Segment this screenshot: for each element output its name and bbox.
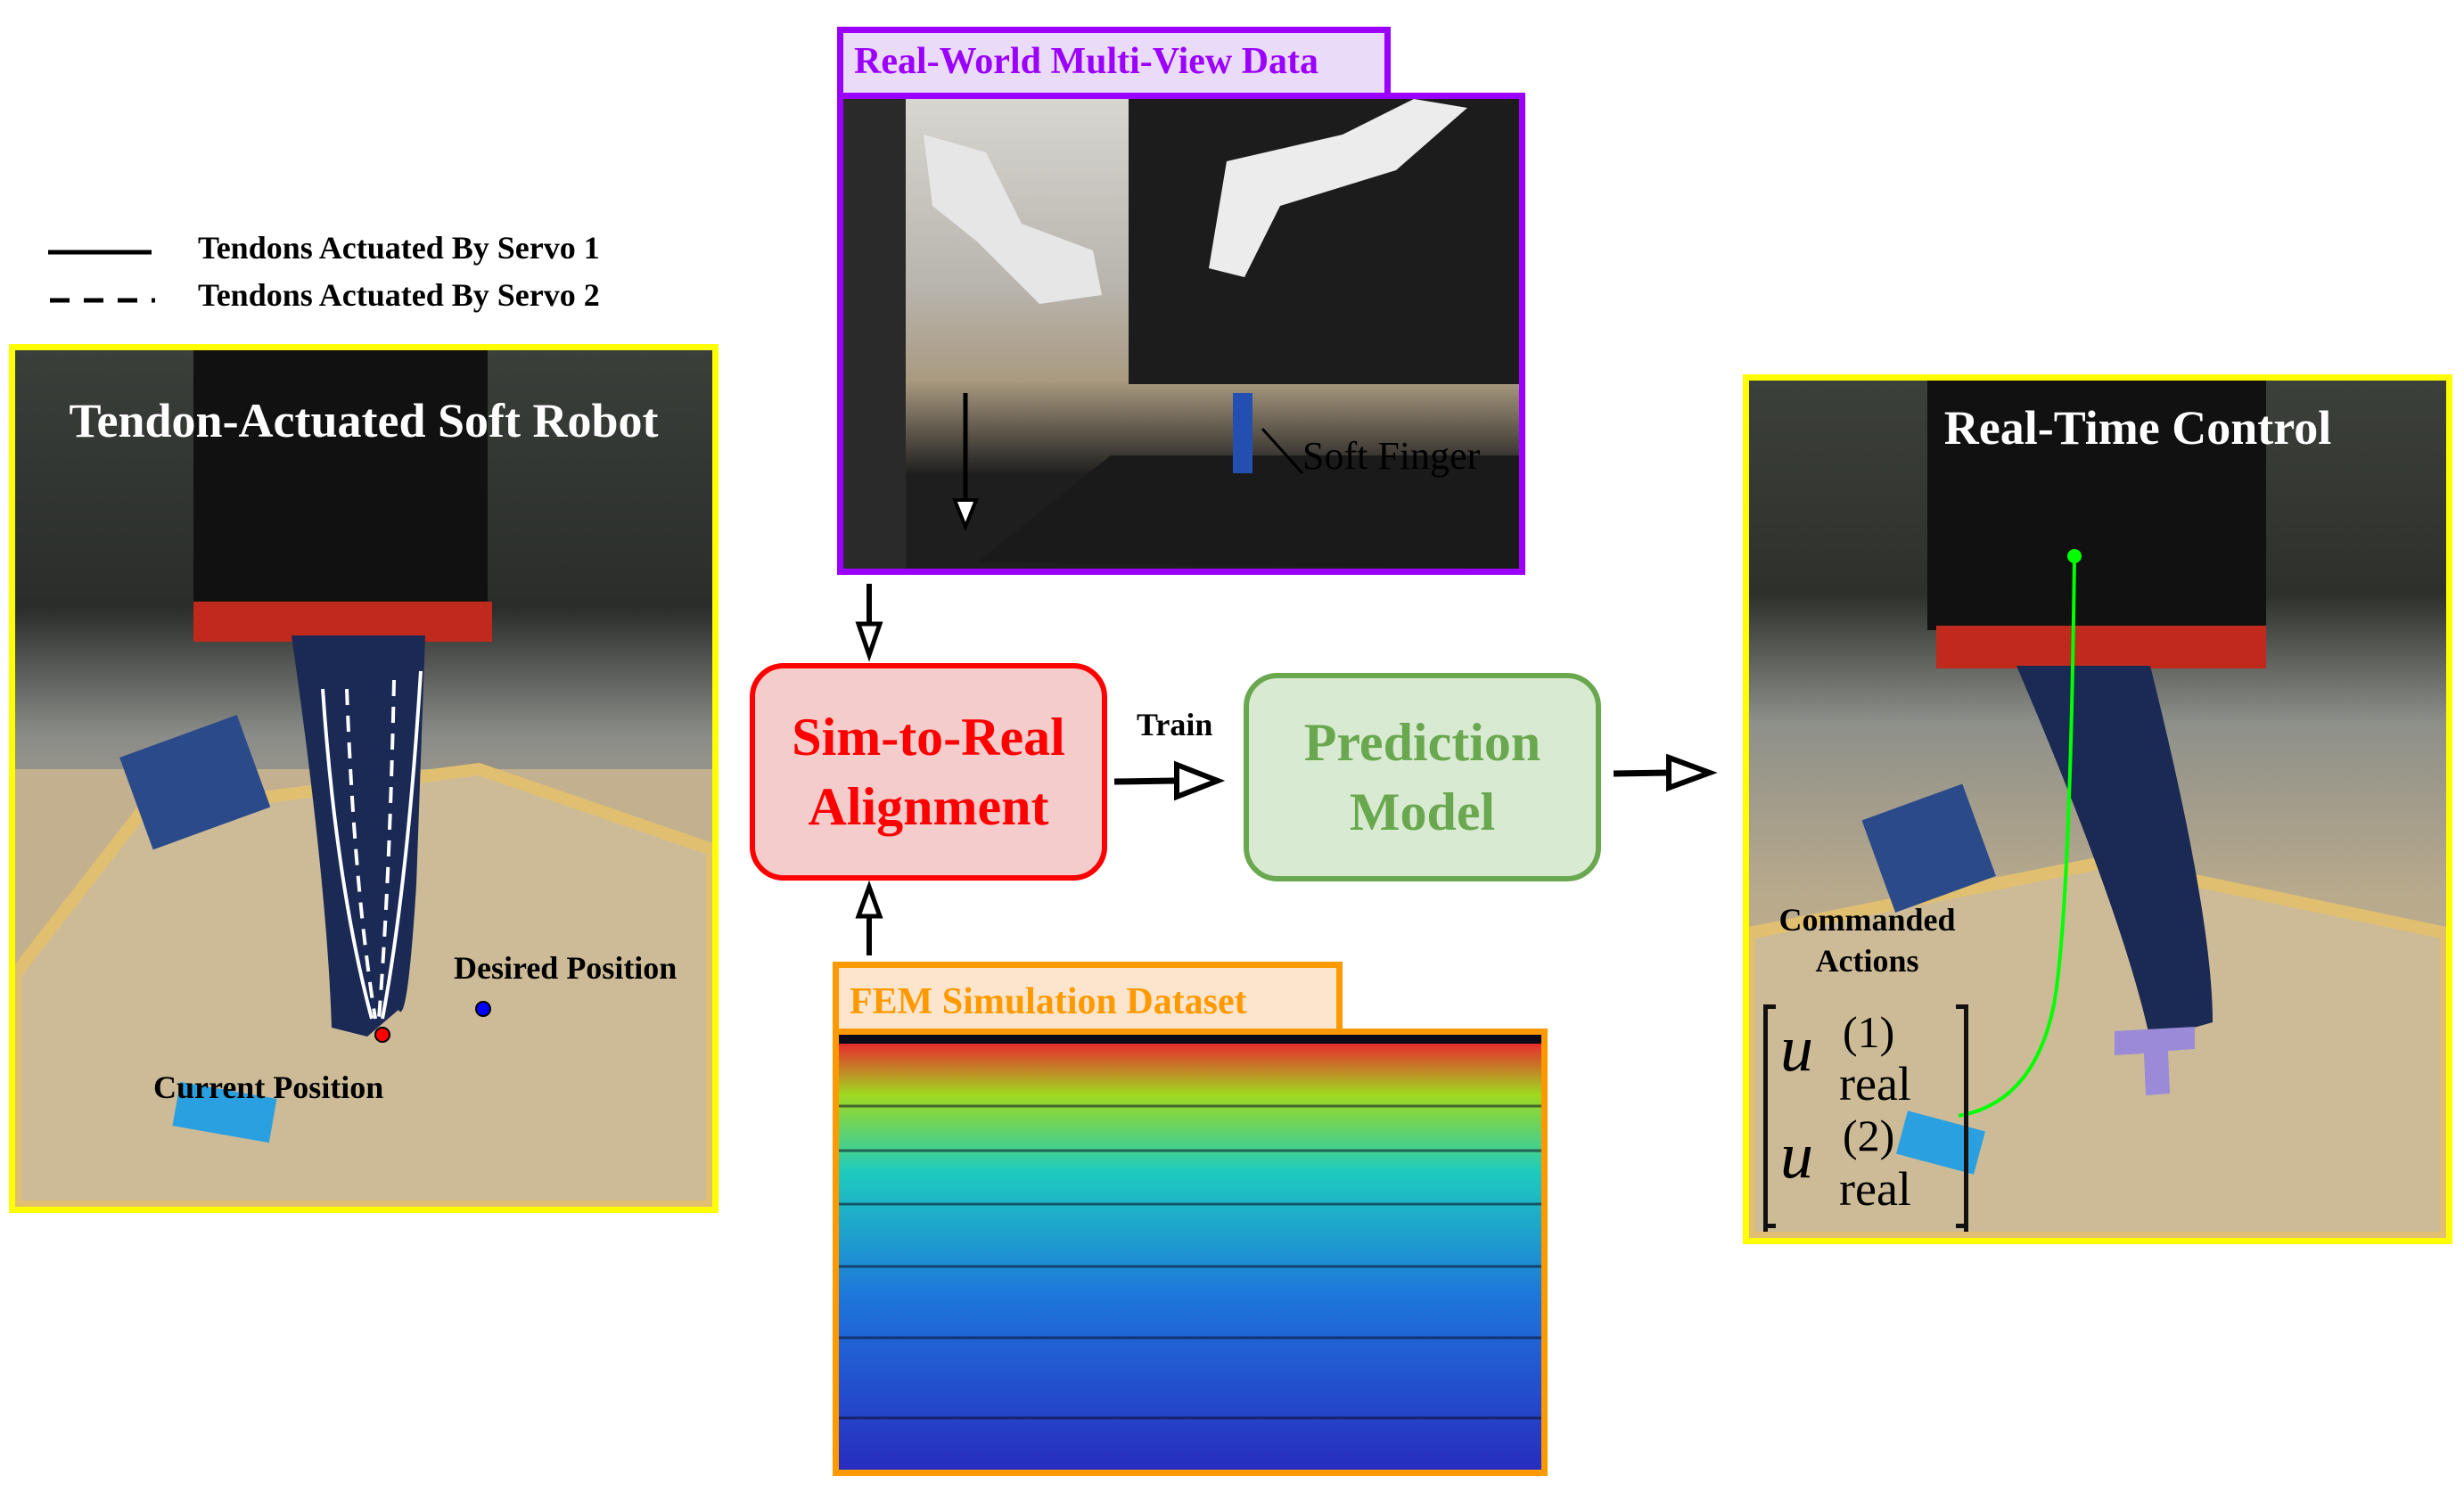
bracket-right-caps bbox=[1956, 1004, 1968, 1228]
tendon-dashed-2 bbox=[377, 679, 396, 1020]
real-data-photo: Soft Finger bbox=[837, 93, 1525, 575]
fem-title: FEM Simulation Dataset bbox=[850, 981, 1247, 1022]
real-scene bbox=[843, 99, 1519, 569]
right-panel-photo: Real-Time Control Commanded Actions u (1… bbox=[1743, 374, 2452, 1244]
arrow-fem-to-alignment bbox=[855, 880, 883, 955]
u2-symbol: u bbox=[1780, 1119, 1813, 1192]
trajectory-curve bbox=[1958, 555, 2076, 1118]
commanded-line1: Commanded bbox=[1778, 902, 1956, 938]
prediction-model-box: Prediction Model bbox=[1244, 673, 1601, 881]
blue-pad-right bbox=[1896, 1111, 1985, 1175]
tendon-solid-1 bbox=[321, 688, 374, 1020]
current-position-dot bbox=[374, 1027, 390, 1043]
bracket-left-caps bbox=[1763, 1004, 1776, 1228]
left-scene bbox=[15, 350, 712, 1207]
u1-symbol: u bbox=[1780, 1012, 1813, 1086]
soft-finger-pointer bbox=[1261, 427, 1304, 475]
current-position-label: Current Position bbox=[153, 1070, 384, 1105]
red-band-right bbox=[1936, 626, 2266, 668]
u2-sub: real bbox=[1839, 1162, 1911, 1216]
down-arrow-head bbox=[952, 498, 979, 532]
train-label: Train bbox=[1137, 707, 1213, 742]
target-block bbox=[2115, 1027, 2195, 1095]
left-panel-photo: Tendon-Actuated Soft Robot Desired Posit… bbox=[9, 344, 719, 1213]
legend: Tendons Actuated By Servo 1 Tendons Actu… bbox=[45, 227, 669, 316]
action-u1: u bbox=[1780, 1012, 1813, 1087]
soft-finger-label: Soft Finger bbox=[1302, 434, 1481, 478]
alignment-line1: Sim-to-Real bbox=[792, 708, 1065, 766]
blue-pad bbox=[172, 1081, 277, 1143]
u1-sub: real bbox=[1839, 1057, 1911, 1111]
tendon-solid-2 bbox=[381, 670, 423, 1020]
work-mat bbox=[977, 455, 1519, 569]
fem-scene bbox=[839, 1044, 1541, 1470]
left-panel-title: Tendon-Actuated Soft Robot bbox=[69, 394, 659, 447]
finger-rows bbox=[839, 1104, 1541, 1420]
legend-lines bbox=[48, 250, 155, 303]
trajectory-start-dot bbox=[2067, 549, 2082, 563]
alignment-line2: Alignment bbox=[808, 777, 1049, 836]
frame-pillar bbox=[843, 99, 906, 569]
action-u2: u bbox=[1780, 1119, 1813, 1194]
u1-sup: (1) bbox=[1843, 1007, 1895, 1057]
robot-mount-right bbox=[1927, 381, 2266, 630]
arrow-real-to-alignment bbox=[855, 584, 883, 662]
fingers-field bbox=[839, 1044, 1541, 1470]
fem-render bbox=[833, 1029, 1548, 1476]
real-data-title-box: Real-World Multi-View Data bbox=[837, 27, 1391, 94]
robot-mount bbox=[193, 350, 488, 609]
legend-solid-label: Tendons Actuated By Servo 1 bbox=[198, 230, 600, 266]
robot-arm-right bbox=[1209, 99, 1467, 277]
action-vector: u (1) real u (2) real bbox=[1763, 1004, 1968, 1232]
driver-board bbox=[119, 715, 271, 850]
driver-board-right bbox=[1861, 783, 1996, 913]
sim-to-real-alignment-box: Sim-to-Real Alignment bbox=[750, 663, 1107, 881]
prediction-line2: Model bbox=[1349, 783, 1496, 841]
arrow-to-control bbox=[1613, 753, 1718, 792]
right-panel-title: Real-Time Control bbox=[1943, 401, 2332, 455]
fem-title-box: FEM Simulation Dataset bbox=[833, 962, 1343, 1033]
desired-position-label: Desired Position bbox=[454, 950, 678, 986]
robot-arm-left bbox=[924, 135, 1102, 304]
commanded-line2: Actions bbox=[1815, 943, 1919, 979]
soft-finger-right bbox=[2016, 666, 2213, 1040]
u2-sup: (2) bbox=[1843, 1111, 1895, 1160]
prediction-line1: Prediction bbox=[1303, 713, 1541, 772]
real-data-title: Real-World Multi-View Data bbox=[854, 41, 1319, 82]
soft-finger-photo bbox=[1233, 393, 1253, 473]
red-band bbox=[193, 602, 492, 642]
legend-dashed-label: Tendons Actuated By Servo 2 bbox=[198, 277, 600, 313]
desired-position-dot bbox=[475, 1001, 491, 1017]
arrow-train bbox=[1113, 760, 1226, 801]
commanded-actions-label: Commanded Actions bbox=[1749, 899, 1985, 981]
right-scene bbox=[1749, 381, 2446, 1238]
